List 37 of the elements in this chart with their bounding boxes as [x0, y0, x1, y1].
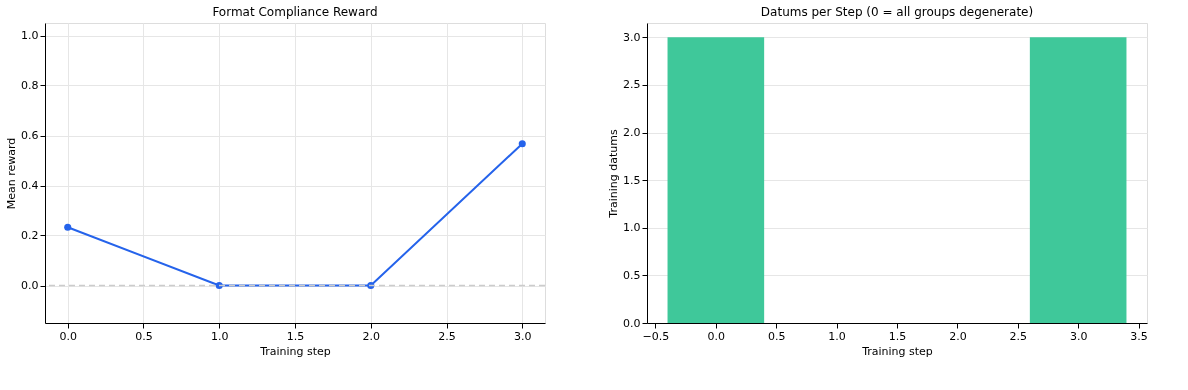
y-tick-label: 2.5 [623, 78, 641, 92]
x-tick-label: 1.0 [828, 329, 846, 343]
y-tick-label: 0.0 [21, 279, 39, 292]
x-tick-label: 1.0 [210, 329, 229, 343]
x-tick-label: 2.5 [438, 329, 456, 343]
x-tick-label: −0.5 [642, 329, 670, 343]
x-tick-label: 0.5 [135, 329, 153, 343]
x-tick-label: 3.0 [514, 329, 532, 343]
chart-title: Datums per Step (0 = all groups degenerate) [760, 5, 1034, 19]
point [518, 140, 526, 148]
x-tick-label: 0.0 [59, 329, 77, 343]
y-tick-label: 1.5 [623, 173, 641, 187]
x-tick-label: 1.5 [888, 329, 907, 343]
y-tick-label: 0.0 [623, 316, 641, 330]
y-axis-title: Training datums [607, 129, 621, 219]
x-tick-label: 3.5 [1130, 329, 1148, 343]
x-tick-label: 0.5 [767, 329, 786, 343]
y-tick-label: 1.0 [623, 221, 641, 235]
y-tick-label: 1.0 [21, 29, 39, 42]
y-axis-title: Mean reward [5, 137, 19, 210]
x-axis-title: Training step [861, 344, 933, 358]
y-tick-label: 0.8 [21, 79, 39, 92]
y-tick-label: 0.6 [21, 129, 39, 142]
x-tick-label: 2.0 [949, 329, 967, 343]
y-tick-label: 0.2 [21, 229, 39, 242]
y-tick-label: 3.0 [623, 30, 641, 44]
x-axis-title: Training step [259, 344, 331, 358]
x-tick-label: 2.0 [362, 329, 381, 343]
x-tick-label: 3.0 [1069, 329, 1088, 343]
chart-title: Format Compliance Reward [212, 5, 378, 19]
x-tick-label: 0.0 [707, 329, 726, 343]
y-tick-label: 2.0 [623, 126, 641, 140]
y-tick-label: 0.4 [21, 179, 39, 192]
x-tick-label: 1.5 [286, 329, 305, 343]
y-tick-label: 0.5 [623, 268, 641, 282]
point [64, 223, 72, 231]
x-tick-label: 2.5 [1009, 329, 1028, 343]
